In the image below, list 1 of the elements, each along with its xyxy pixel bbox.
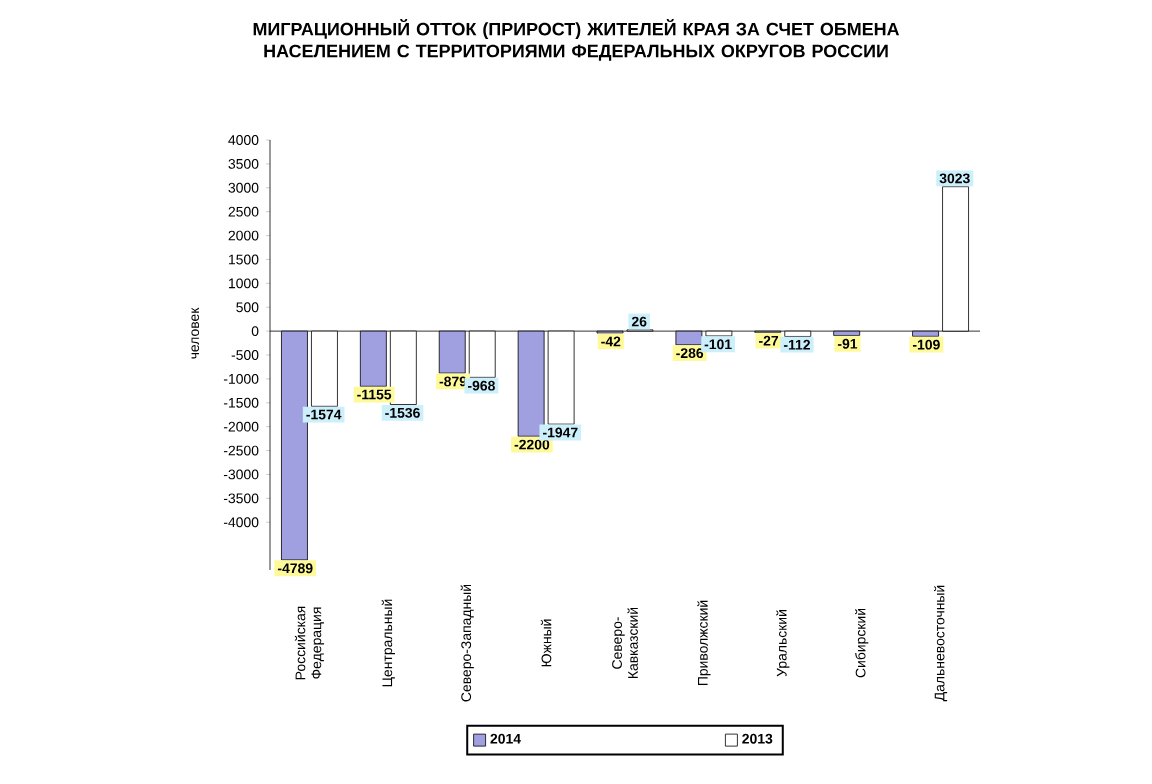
chart-title: МИГРАЦИОННЫЙ ОТТОК (ПРИРОСТ) ЖИТЕЛЕЙ КРАЯ ЗА СЧЕТ ОБМЕНА НАСЕЛЕНИЕМ С ТЕРРИТОРИЯМИ ФЕДЕРАЛЬНЫХ ОКРУГОВ РОССИИ <box>253 19 900 61</box>
